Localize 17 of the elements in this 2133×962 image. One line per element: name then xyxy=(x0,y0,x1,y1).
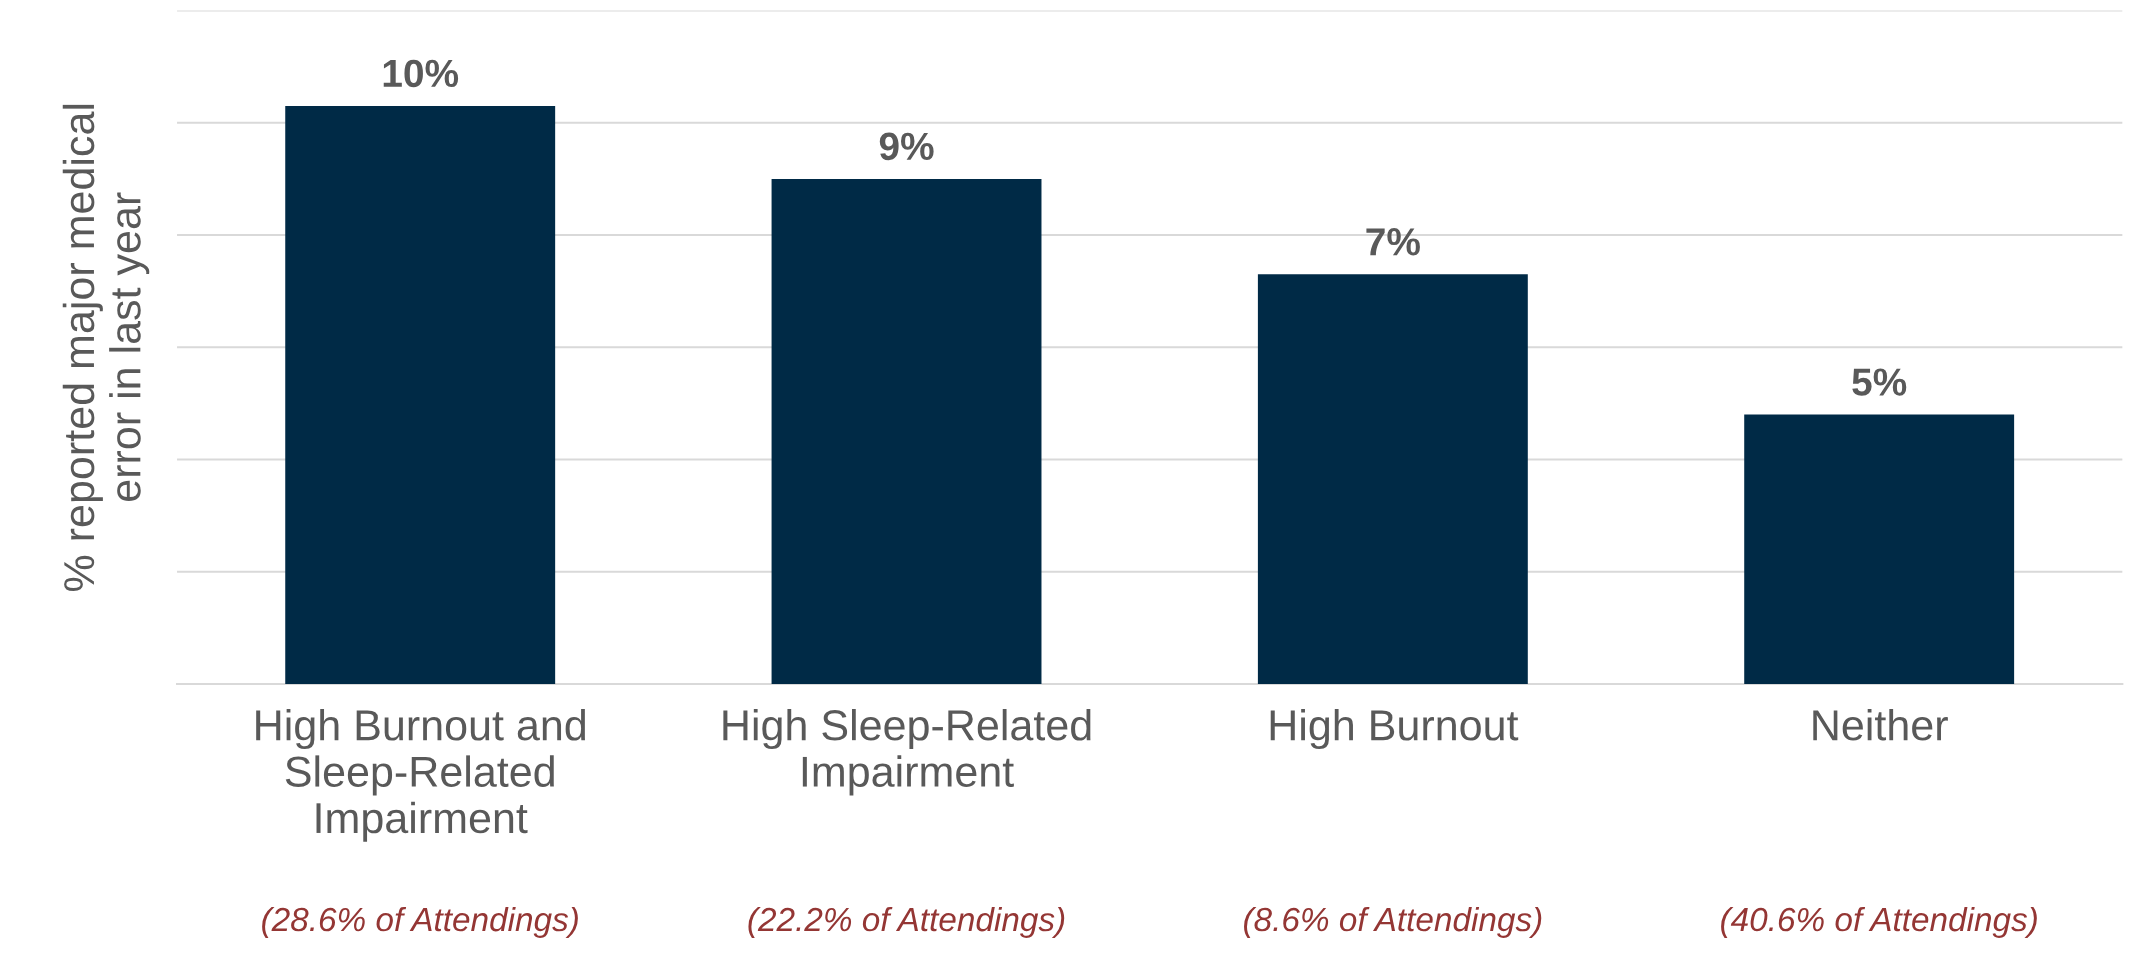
x-tick-label: High Burnout and Sleep-Related Impairment xyxy=(256,708,585,842)
text: (22.2% of Attendings) xyxy=(748,906,1065,938)
data-label: 7% xyxy=(1366,228,1420,256)
bar xyxy=(771,178,1042,684)
bar xyxy=(1744,414,2015,684)
text: (28.6% of Attendings) xyxy=(262,906,578,938)
x-tick-label: High Burnout xyxy=(1270,708,1519,750)
bar xyxy=(285,105,556,684)
bar xyxy=(1257,274,1528,684)
data-label: 10% xyxy=(383,59,459,88)
data-label: 9% xyxy=(879,132,934,161)
text: (40.6% of Attendings) xyxy=(1721,906,2037,938)
x-tick-label: Neither xyxy=(1813,708,1948,741)
data-label: 5% xyxy=(1852,368,1907,396)
y-axis-title: % reported major medical error in last year xyxy=(62,104,150,592)
text: (8.6% of Attendings) xyxy=(1244,906,1542,938)
x-tick-label: High Sleep-Related Impairment xyxy=(723,708,1091,796)
